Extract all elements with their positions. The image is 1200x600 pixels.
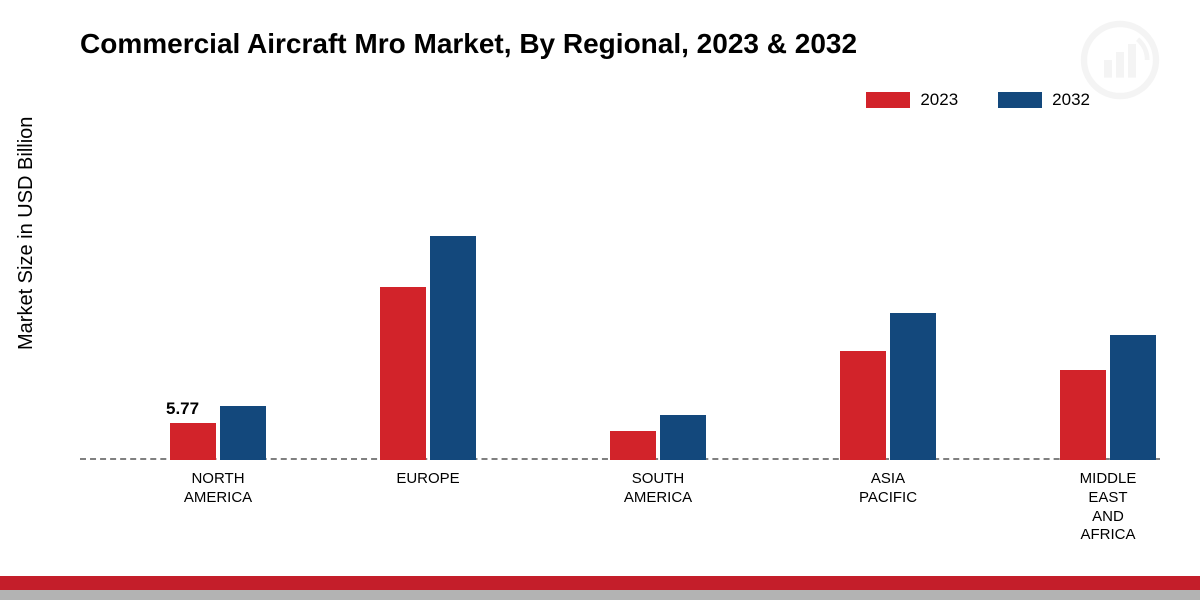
bar-2023 xyxy=(170,423,216,460)
chart-area: 5.77 xyxy=(80,140,1160,460)
x-axis-label: SOUTH AMERICA xyxy=(624,470,692,508)
y-axis-label: Market Size in USD Billion xyxy=(15,117,38,350)
x-axis-label: NORTH AMERICA xyxy=(184,470,252,508)
bar-2023 xyxy=(840,351,886,460)
bar-2032 xyxy=(890,313,936,460)
bar-2023 xyxy=(1060,370,1106,460)
value-label: 5.77 xyxy=(166,399,199,419)
legend-label-2032: 2032 xyxy=(1052,90,1090,110)
chart-title: Commercial Aircraft Mro Market, By Regio… xyxy=(80,28,857,60)
x-axis-label: EUROPE xyxy=(396,470,459,489)
legend-swatch-2032 xyxy=(998,92,1042,108)
legend-swatch-2023 xyxy=(866,92,910,108)
watermark-logo xyxy=(1080,20,1160,100)
bar-2032 xyxy=(430,236,476,460)
x-axis-label: ASIA PACIFIC xyxy=(859,470,917,508)
legend: 2023 2032 xyxy=(866,90,1090,110)
footer-red-bar xyxy=(0,576,1200,590)
bar-group xyxy=(380,236,476,460)
legend-item-2023: 2023 xyxy=(866,90,958,110)
bar-group xyxy=(840,313,936,460)
bar-group xyxy=(1060,335,1156,460)
bar-2032 xyxy=(660,415,706,460)
bar-group xyxy=(610,415,706,460)
bar-2032 xyxy=(220,406,266,460)
legend-item-2032: 2032 xyxy=(998,90,1090,110)
footer-grey-bar xyxy=(0,590,1200,600)
bar-2032 xyxy=(1110,335,1156,460)
x-axis-label: MIDDLE EAST AND AFRICA xyxy=(1080,470,1137,545)
bar-2023 xyxy=(380,287,426,460)
legend-label-2023: 2023 xyxy=(920,90,958,110)
bar-2023 xyxy=(610,431,656,460)
